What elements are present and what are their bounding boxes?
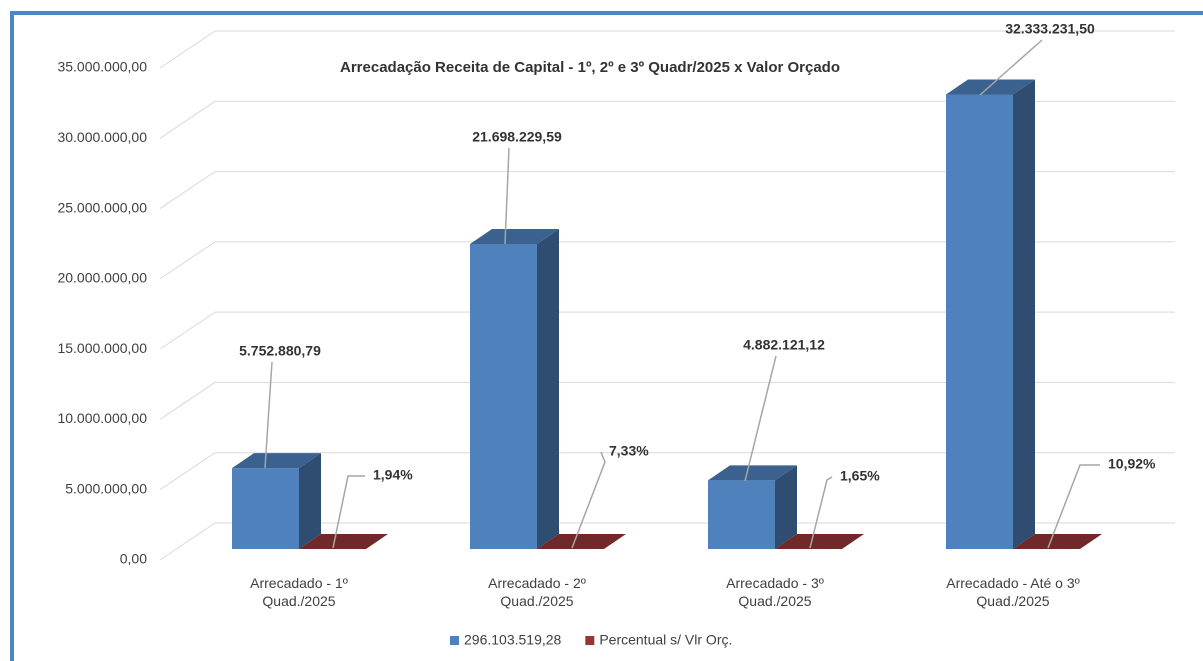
bar-front: [232, 468, 299, 549]
y-tick-label: 35.000.000,00: [57, 59, 147, 75]
leader-line: [1047, 464, 1100, 549]
grid-line: [159, 452, 1175, 491]
legend-label: 296.103.519,28: [464, 632, 562, 648]
x-tick-label: Arrecadado - 3º Quad./2025: [726, 575, 824, 609]
leader-line: [571, 451, 606, 549]
leader-line: [504, 147, 510, 245]
grid-line: [159, 30, 1175, 69]
legend-swatch: [585, 636, 595, 645]
leader-line: [979, 39, 1043, 96]
bar-top: [946, 79, 1035, 95]
bar-side: [775, 465, 797, 549]
bar-side: [299, 453, 321, 549]
legend-swatch: [450, 636, 459, 645]
data-label: 7,33%: [609, 443, 649, 459]
x-tick-label: Arrecadado - Até o 3º Quad./2025: [946, 575, 1080, 609]
leader-line: [809, 476, 833, 549]
bar-top: [470, 228, 559, 244]
data-label: 4.882.121,12: [743, 337, 825, 353]
bar: [232, 453, 321, 549]
x-tick-label: Arrecadado - 2º Quad./2025: [488, 575, 586, 609]
bar: [299, 534, 388, 549]
frame-left: [10, 11, 14, 661]
bar-top: [232, 453, 321, 469]
grid-line: [159, 311, 1175, 350]
data-label: 21.698.229,59: [472, 129, 562, 145]
legend-label: Percentual s/ Vlr Orç.: [599, 632, 732, 648]
grid-line: [159, 100, 1175, 139]
frame-top: [12, 11, 1203, 15]
bar-front: [470, 243, 537, 549]
data-label: 1,65%: [840, 468, 880, 484]
bar-side: [1013, 79, 1035, 549]
bar: [708, 465, 797, 549]
data-label: 1,94%: [373, 467, 413, 483]
data-label: 5.752.880,79: [239, 343, 321, 359]
bar-side: [1080, 533, 1102, 549]
bar: [946, 79, 1035, 549]
data-label: 10,92%: [1108, 456, 1156, 472]
bar-top: [1013, 533, 1102, 549]
grid-line: [159, 171, 1175, 209]
bar-top: [708, 465, 797, 481]
y-tick-label: 0,00: [120, 551, 147, 567]
y-tick-label: 15.000.000,00: [57, 340, 147, 356]
leader-line: [744, 355, 777, 482]
grid-line: [159, 522, 1175, 561]
bar-top: [775, 534, 864, 549]
bar: [470, 228, 559, 549]
bar-front: [708, 480, 775, 549]
grid-line: [159, 241, 1175, 280]
leader-line: [264, 361, 273, 469]
chart-title: Arrecadação Receita de Capital - 1º, 2º …: [340, 59, 840, 76]
y-tick-label: 25.000.000,00: [57, 199, 147, 215]
bar: [537, 533, 626, 549]
y-tick-label: 5.000.000,00: [65, 480, 147, 496]
bar: [775, 534, 864, 549]
bar-top: [299, 534, 388, 549]
y-tick-label: 30.000.000,00: [57, 129, 147, 145]
x-tick-label: Arrecadado - 1º Quad./2025: [250, 575, 348, 609]
leader-line: [332, 475, 365, 549]
data-label: 32.333.231,50: [1005, 21, 1095, 37]
bar-front: [946, 94, 1013, 549]
bar-top: [537, 533, 626, 549]
y-tick-label: 10.000.000,00: [57, 410, 147, 426]
grid-line: [159, 381, 1175, 420]
y-tick-label: 20.000.000,00: [57, 270, 147, 286]
bar: [1013, 533, 1102, 549]
bar-side: [537, 228, 559, 549]
